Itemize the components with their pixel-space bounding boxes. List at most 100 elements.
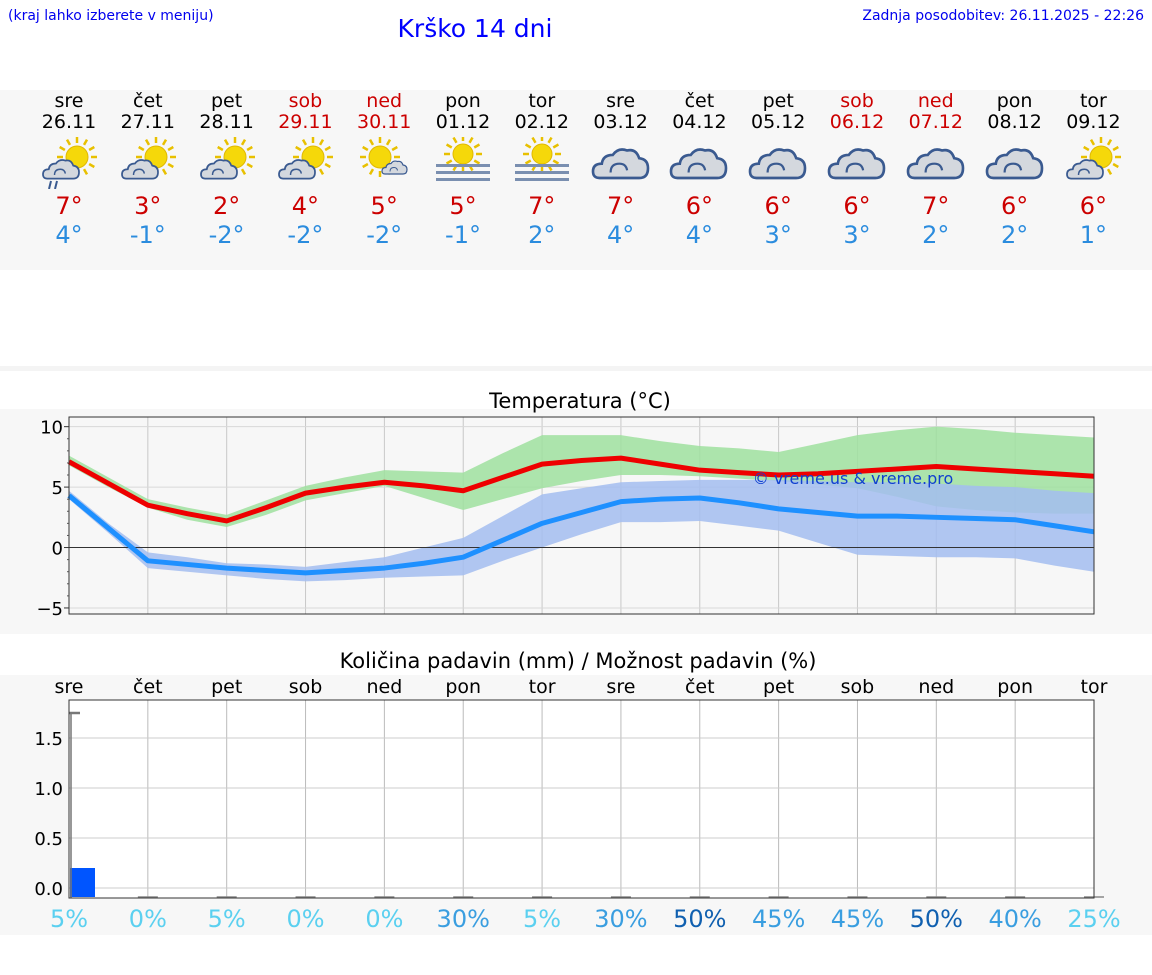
y-tick-label: 0 xyxy=(52,539,63,560)
max-temperature: 6° xyxy=(685,192,714,220)
forecast-day: sre 03.12 7° 4° xyxy=(582,90,660,249)
day-axis-label: ned xyxy=(918,676,954,698)
forecast-day: sre 26.11 7° 4° xyxy=(30,90,108,249)
day-axis-label: tor xyxy=(1081,676,1108,698)
plot-frame xyxy=(68,416,1095,615)
forecast-day: pet 05.12 6° 3° xyxy=(739,90,817,249)
min-temperature-line xyxy=(67,493,1095,576)
cloud-icon xyxy=(670,148,728,180)
forecast-day: pon 01.12 5° -1° xyxy=(424,90,502,249)
max-temperature: 4° xyxy=(291,192,320,220)
day-date: 02.12 xyxy=(514,111,569,133)
forecast-day: čet 04.12 6° 4° xyxy=(660,90,738,249)
day-name: sob xyxy=(840,90,874,112)
copyright-watermark: © vreme.us & vreme.pro xyxy=(753,469,954,488)
precipitation-probability: 45% xyxy=(831,905,884,933)
plot-frame xyxy=(68,699,1095,899)
day-date: 07.12 xyxy=(908,111,963,133)
sun-fog-icon xyxy=(514,137,569,181)
min-temperature: 3° xyxy=(843,221,871,249)
last-update-label: Zadnja posodobitev: 26.11.2025 - 22:26 xyxy=(862,8,1144,24)
precipitation-probability: 5% xyxy=(50,905,88,933)
min-temperature: 2° xyxy=(1000,221,1029,249)
forecast-day: pon 08.12 6° 2° xyxy=(976,90,1054,249)
day-date: 05.12 xyxy=(750,111,806,133)
y-tick-label: 5 xyxy=(52,478,63,499)
forecast-day: sob 06.12 6° 3° xyxy=(818,90,896,249)
max-temperature: 3° xyxy=(134,192,162,220)
forecast-day: čet 27.11 3° -1° xyxy=(109,90,187,249)
forecast-day: tor 02.12 7° 2° xyxy=(503,90,581,249)
cloud-icon xyxy=(591,148,649,180)
precipitation-probability: 5% xyxy=(208,905,246,933)
min-temperature: 1° xyxy=(1079,221,1108,249)
day-axis-label: pet xyxy=(763,676,794,698)
sun-cloud-drizzle-icon xyxy=(42,137,97,189)
day-date: 09.12 xyxy=(1066,111,1121,133)
forecast-day: ned 07.12 7° 2° xyxy=(897,90,975,249)
day-date: 03.12 xyxy=(593,111,648,133)
max-temperature: 7° xyxy=(528,192,556,220)
max-temperature: 7° xyxy=(55,192,83,220)
day-date: 29.11 xyxy=(278,111,333,133)
day-name: sob xyxy=(288,90,323,112)
precipitation-probability: 0% xyxy=(365,905,403,933)
temperature-chart: Temperatura (°C) 10 5 0 −5 © vreme.us & vrem… xyxy=(36,389,1095,620)
day-name: pon xyxy=(445,90,481,112)
day-name: sre xyxy=(54,90,84,112)
min-temperature: 4° xyxy=(55,221,83,249)
precipitation-probability: 25% xyxy=(1067,905,1120,933)
day-date: 04.12 xyxy=(672,111,727,133)
precipitation-bar xyxy=(70,868,95,897)
y-tick-label: −5 xyxy=(36,599,63,620)
precipitation-probability: 45% xyxy=(752,905,805,933)
max-temperature: 2° xyxy=(212,192,241,220)
day-name: pet xyxy=(762,90,794,112)
sun-cloud-icon xyxy=(278,137,334,180)
separator-band xyxy=(0,366,1152,371)
location-menu-hint[interactable]: (kraj lahko izberete v meniju) xyxy=(8,8,214,24)
precipitation-chart: Količina padavin (mm) / Možnost padavin … xyxy=(34,649,1120,933)
day-axis-label: čet xyxy=(685,676,715,698)
temperature-chart-title: Temperatura (°C) xyxy=(488,389,671,413)
day-date: 01.12 xyxy=(435,111,491,133)
max-temperature: 6° xyxy=(764,192,792,220)
min-temperature: -2° xyxy=(366,221,403,249)
day-name: ned xyxy=(366,90,403,112)
max-temperature: 6° xyxy=(1000,192,1029,220)
precipitation-probability: 0% xyxy=(129,905,167,933)
day-axis-label: pon xyxy=(997,676,1033,698)
y-tick-label: 0.0 xyxy=(34,879,63,900)
max-temperature: 6° xyxy=(843,192,871,220)
min-temperature: 2° xyxy=(528,221,556,249)
day-name: čet xyxy=(684,90,715,112)
day-date: 30.11 xyxy=(356,111,412,133)
day-name: sre xyxy=(606,90,636,112)
precipitation-probability: 30% xyxy=(594,905,647,933)
precipitation-chart-title: Količina padavin (mm) / Možnost padavin … xyxy=(340,649,817,673)
day-axis-label: čet xyxy=(133,676,163,698)
day-axis-label: sob xyxy=(841,676,875,698)
cloud-icon xyxy=(906,148,965,180)
day-date: 06.12 xyxy=(829,111,885,133)
day-axis-label: sre xyxy=(606,676,635,698)
min-temperature: -1° xyxy=(129,221,166,249)
day-axis-label: sob xyxy=(289,676,323,698)
max-temperature: 5° xyxy=(370,192,398,220)
day-axis-label: pon xyxy=(445,676,481,698)
y-tick-label: 0.5 xyxy=(34,829,63,850)
day-date: 27.11 xyxy=(120,111,175,133)
day-date: 08.12 xyxy=(987,111,1042,133)
cloud-icon xyxy=(827,148,886,180)
day-name: pon xyxy=(996,90,1033,112)
day-date: 28.11 xyxy=(199,111,254,133)
plot-area xyxy=(69,700,1094,898)
y-tick-label: 1.0 xyxy=(34,779,63,800)
min-temperature: 4° xyxy=(685,221,714,249)
day-axis-label: sre xyxy=(55,676,84,698)
sun-cloud-icon xyxy=(1066,137,1122,180)
y-tick-label: 1.5 xyxy=(34,729,63,750)
min-temperature-range xyxy=(69,479,1094,582)
precipitation-probability: 30% xyxy=(437,905,490,933)
max-temperature: 7° xyxy=(606,192,635,220)
